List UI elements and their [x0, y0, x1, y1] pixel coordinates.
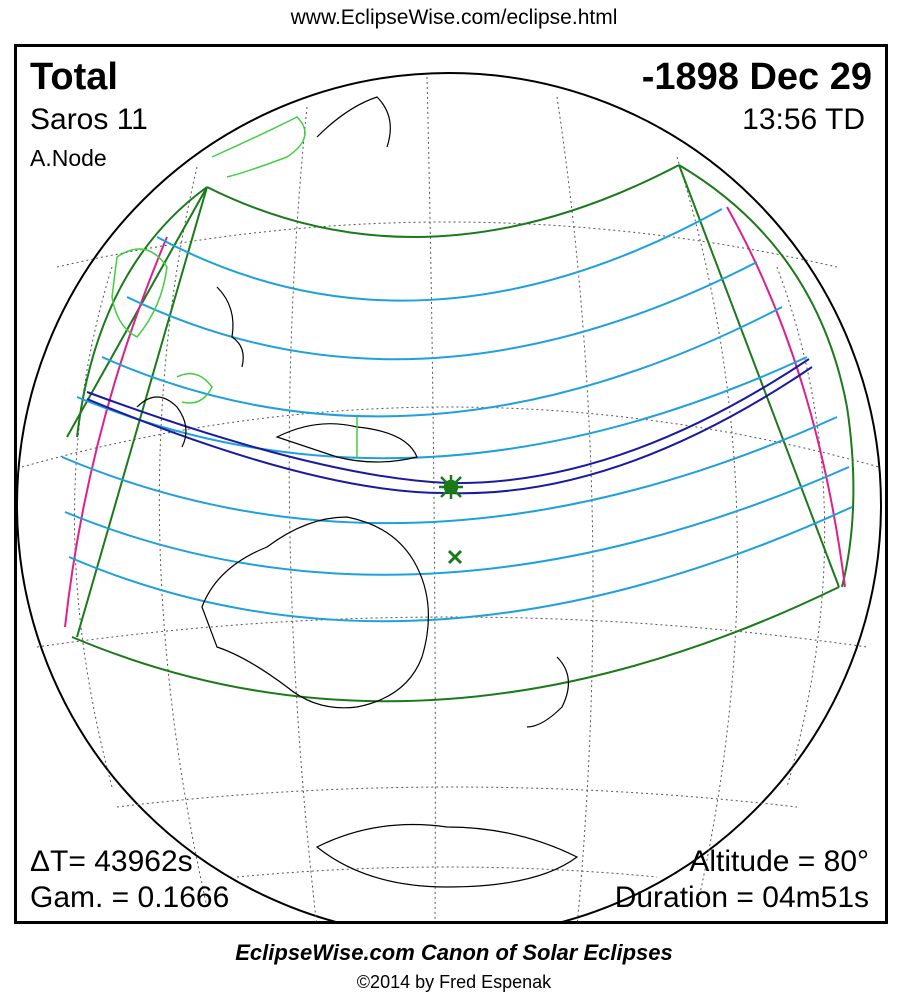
globe-map	[17, 72, 882, 921]
green-star-icon	[439, 475, 463, 499]
saros-number: Saros 11	[30, 103, 148, 136]
delta-t: ΔT= 43962s	[30, 845, 193, 878]
graticule	[21, 76, 880, 921]
central-path	[86, 358, 813, 495]
green-x-icon	[447, 549, 463, 565]
eclipse-type: Total	[30, 56, 118, 98]
rise-set-curves	[64, 206, 846, 628]
ancient-coastlines	[111, 116, 358, 457]
altitude: Altitude = 80°	[689, 845, 869, 878]
canon-title: EclipseWise.com Canon of Solar Eclipses	[235, 940, 673, 965]
eclipse-date: -1898 Dec 29	[641, 56, 872, 98]
globe-outline	[17, 72, 882, 921]
eclipse-map-frame: Total Saros 11 A.Node -1898 Dec 29 13:56…	[14, 44, 888, 924]
source-url[interactable]: www.EclipseWise.com/eclipse.html	[290, 6, 618, 29]
eclipse-time: 13:56 TD	[742, 103, 865, 136]
gamma: Gam. = 0.1666	[30, 881, 230, 914]
magnitude-lines	[61, 208, 853, 623]
copyright: ©2014 by Fred Espenak	[356, 972, 552, 992]
duration: Duration = 04m51s	[614, 881, 869, 914]
node-label: A.Node	[30, 145, 107, 171]
coastlines	[136, 96, 579, 888]
